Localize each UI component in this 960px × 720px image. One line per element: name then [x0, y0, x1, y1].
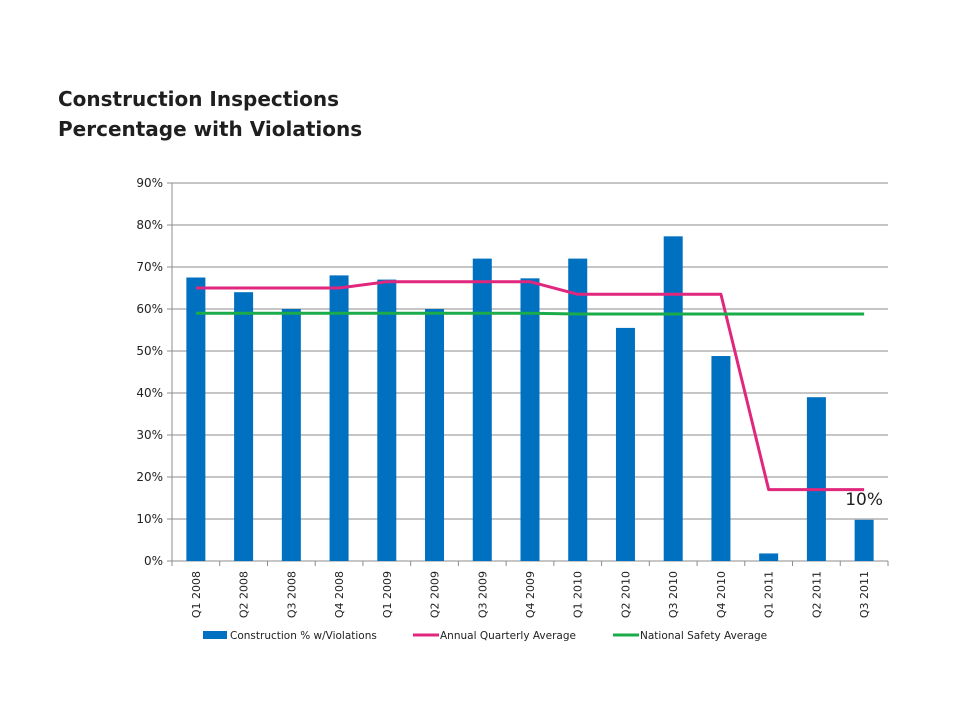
legend-label: National Safety Average: [640, 630, 767, 642]
y-tick-label: 10%: [136, 512, 163, 526]
bar-q1-2011: [759, 553, 779, 561]
chart-title: Construction Inspections Percentage with…: [58, 84, 362, 144]
y-tick-label: 40%: [136, 386, 163, 400]
x-tick-label: Q2 2008: [238, 571, 251, 618]
y-tick-label: 70%: [136, 260, 163, 274]
x-tick-label: Q2 2009: [429, 571, 442, 618]
x-tick-label: Q3 2009: [476, 571, 489, 618]
bar-q3-2010: [663, 236, 683, 561]
bar-q4-2009: [520, 278, 540, 561]
bar-q4-2010: [711, 356, 731, 561]
x-tick-label: Q4 2009: [524, 571, 537, 618]
x-tick-label: Q4 2010: [715, 571, 728, 618]
x-tick-label: Q3 2010: [667, 571, 680, 618]
x-tick-label: Q1 2008: [190, 571, 203, 618]
legend-swatch-bar: [203, 631, 227, 639]
x-tick-label: Q1 2011: [763, 571, 776, 618]
bar-q2-2010: [615, 327, 635, 561]
data-label: 10%: [845, 490, 883, 510]
bar-q3-2009: [472, 258, 492, 561]
bar-q3-2008: [281, 309, 301, 561]
legend-label: Annual Quarterly Average: [440, 630, 576, 642]
series-line-national-safety-average: [195, 311, 865, 316]
y-tick-label: 90%: [136, 176, 163, 190]
bar-q1-2008: [186, 277, 206, 561]
y-tick-label: 80%: [136, 218, 163, 232]
bar-q1-2010: [568, 258, 588, 561]
x-tick-label: Q2 2010: [619, 571, 632, 618]
y-tick-label: 50%: [136, 344, 163, 358]
bar-q3-2011: [854, 519, 874, 561]
y-tick-label: 0%: [144, 554, 163, 568]
bar-q2-2011: [806, 397, 826, 561]
y-tick-label: 60%: [136, 302, 163, 316]
x-tick-label: Q1 2009: [381, 571, 394, 618]
legend-label: Construction % w/Violations: [230, 630, 377, 642]
bar-q1-2009: [377, 279, 397, 561]
bar-q2-2008: [234, 292, 254, 561]
x-tick-label: Q2 2011: [810, 571, 823, 618]
bar-q2-2009: [425, 309, 445, 561]
x-tick-label: Q3 2011: [858, 571, 871, 618]
chart-title-line-2: Percentage with Violations: [58, 117, 363, 141]
y-tick-label: 30%: [136, 428, 163, 442]
series-line-annual-quarterly-average: [195, 280, 865, 492]
x-tick-label: Q1 2010: [572, 571, 585, 618]
bar-q4-2008: [329, 275, 349, 561]
x-tick-label: Q3 2008: [285, 571, 298, 618]
y-tick-label: 20%: [136, 470, 163, 484]
x-tick-label: Q4 2008: [333, 571, 346, 618]
chart-title-line-1: Construction Inspections: [58, 87, 340, 111]
